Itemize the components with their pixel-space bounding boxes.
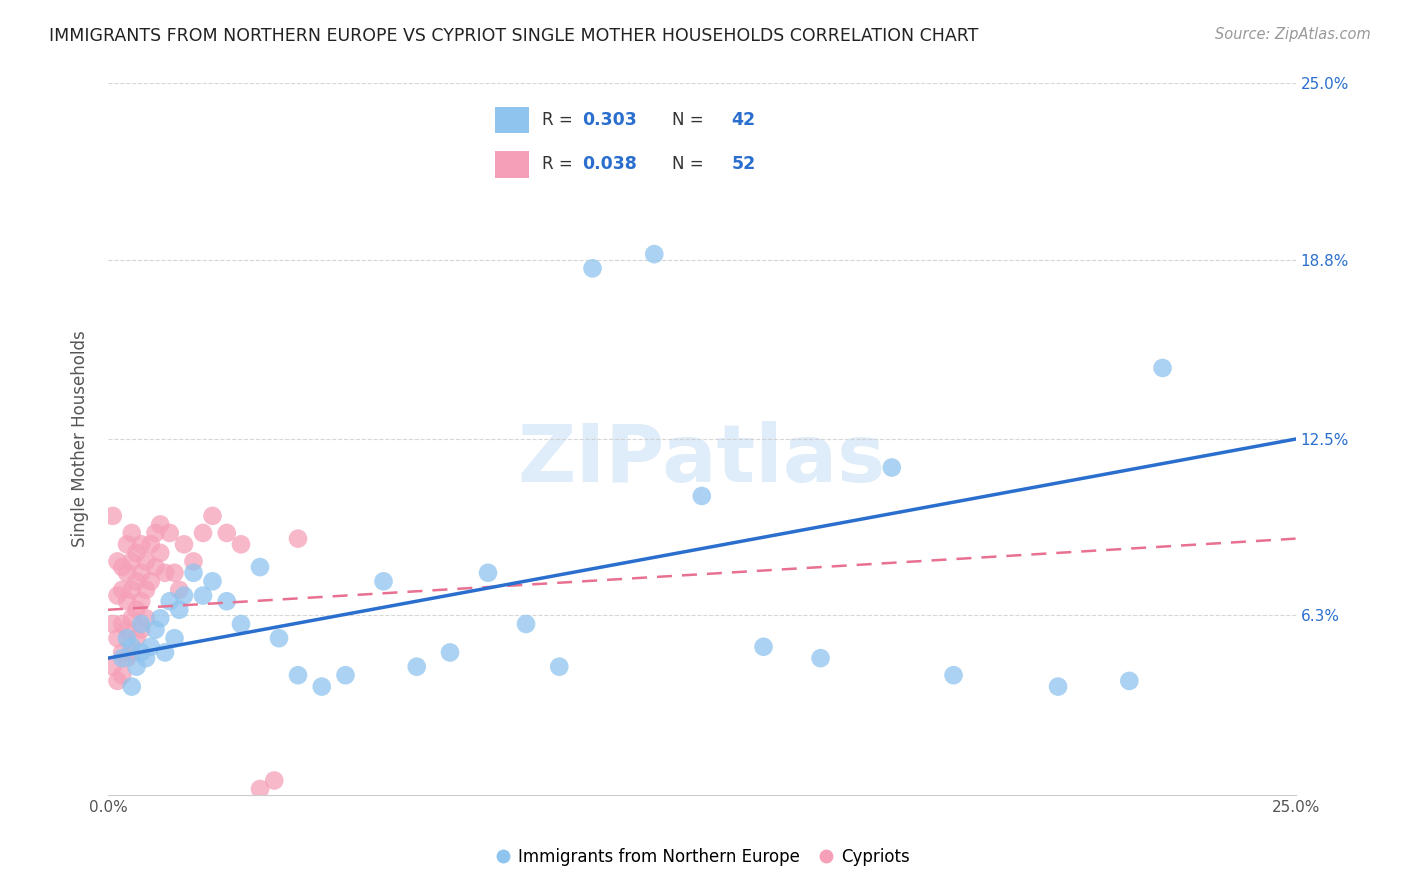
Point (215, 525, 238, 540)
Point (139, 574, 162, 589)
Point (287, 668, 309, 682)
Point (135, 651, 157, 665)
Point (145, 560, 167, 574)
Point (121, 611, 143, 625)
Point (287, 532, 309, 546)
Point (1152, 360, 1174, 375)
Point (153, 566, 176, 580)
Point (477, 566, 499, 580)
Point (129, 594, 152, 608)
Point (115, 594, 138, 608)
Point (111, 668, 134, 682)
Point (163, 631, 186, 645)
Point (752, 640, 775, 654)
Point (145, 623, 167, 637)
Point (115, 566, 138, 580)
Point (149, 517, 172, 532)
Point (149, 611, 172, 625)
Point (163, 566, 186, 580)
Point (129, 617, 152, 632)
Point (121, 640, 143, 654)
Point (115, 623, 138, 637)
Text: ZIPatlas: ZIPatlas (517, 421, 886, 500)
Point (183, 554, 205, 568)
Point (263, 773, 285, 788)
Y-axis label: Single Mother Households: Single Mother Households (72, 331, 89, 548)
Point (135, 611, 157, 625)
Point (201, 574, 224, 589)
Point (107, 631, 129, 645)
Point (129, 645, 152, 659)
Point (145, 525, 167, 540)
Point (129, 623, 152, 637)
Point (643, 247, 665, 261)
Point (149, 546, 172, 560)
Point (111, 651, 134, 665)
Point (107, 673, 129, 688)
Point (191, 589, 214, 603)
Point (129, 537, 152, 551)
Point (111, 582, 134, 597)
Point (115, 651, 138, 665)
Point (880, 460, 903, 475)
Point (942, 668, 965, 682)
Point (101, 659, 124, 673)
Point (183, 566, 205, 580)
Point (215, 594, 238, 608)
Point (690, 489, 713, 503)
Point (125, 574, 148, 589)
Point (101, 617, 124, 632)
Point (229, 617, 252, 632)
Point (229, 537, 252, 551)
Point (125, 659, 148, 673)
Point (121, 525, 143, 540)
Point (139, 537, 162, 551)
Point (125, 546, 148, 560)
Point (335, 668, 357, 682)
Point (581, 261, 603, 276)
Point (101, 508, 124, 523)
Point (249, 560, 271, 574)
Point (125, 631, 148, 645)
Point (129, 566, 152, 580)
Point (548, 659, 571, 673)
Point (249, 782, 271, 797)
Point (139, 640, 162, 654)
Point (1118, 673, 1140, 688)
Point (173, 537, 195, 551)
Point (107, 554, 129, 568)
Point (173, 589, 195, 603)
Point (515, 617, 537, 632)
Point (125, 603, 148, 617)
Point (111, 560, 134, 574)
Point (115, 537, 138, 551)
Point (111, 617, 134, 632)
Point (135, 582, 157, 597)
Point (267, 631, 290, 645)
Point (167, 582, 190, 597)
Point (135, 554, 157, 568)
Point (311, 680, 333, 694)
Point (373, 574, 395, 589)
Point (201, 508, 224, 523)
Point (159, 594, 181, 608)
Point (153, 645, 176, 659)
Point (1047, 680, 1070, 694)
Point (121, 582, 143, 597)
Point (167, 603, 190, 617)
Text: Source: ZipAtlas.com: Source: ZipAtlas.com (1215, 27, 1371, 42)
Point (159, 525, 181, 540)
Text: IMMIGRANTS FROM NORTHERN EUROPE VS CYPRIOT SINGLE MOTHER HOUSEHOLDS CORRELATION : IMMIGRANTS FROM NORTHERN EUROPE VS CYPRI… (49, 27, 979, 45)
Point (111, 645, 134, 659)
Point (121, 645, 143, 659)
Legend: Immigrants from Northern Europe, Cypriots: Immigrants from Northern Europe, Cypriot… (489, 842, 917, 873)
Point (121, 554, 143, 568)
Point (810, 651, 832, 665)
Point (191, 525, 214, 540)
Point (121, 680, 143, 694)
Point (115, 631, 138, 645)
Point (107, 589, 129, 603)
Point (439, 645, 461, 659)
Point (405, 659, 427, 673)
